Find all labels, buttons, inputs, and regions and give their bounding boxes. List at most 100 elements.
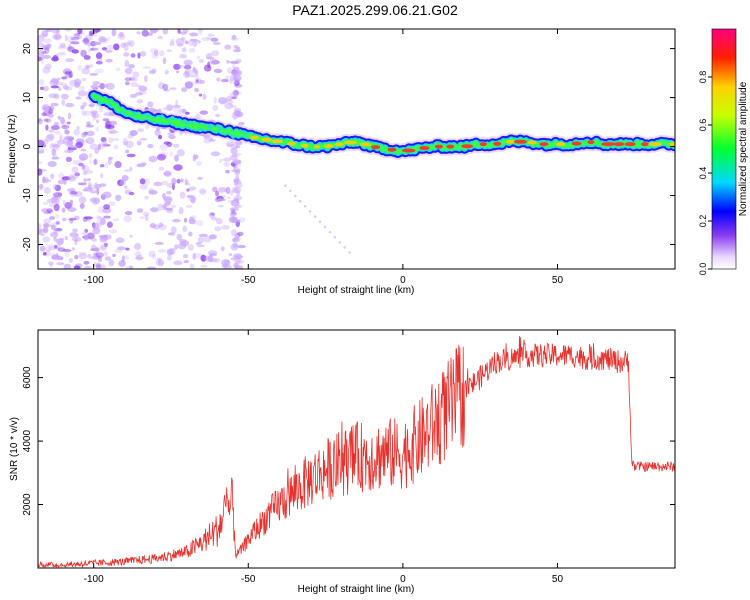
spectrogram-noise-blob xyxy=(238,121,245,126)
spectrogram-noise-blob xyxy=(212,41,221,46)
spectrogram-noise-blob xyxy=(118,260,126,267)
spectrogram-noise-blob xyxy=(92,227,101,235)
spectrogram-noise-blob xyxy=(216,77,221,82)
spectrogram-noise-blob xyxy=(62,199,66,205)
spectrogram-noise-blob xyxy=(64,29,72,32)
spectrogram-noise-blob xyxy=(134,251,142,258)
spectrogram-noise-blob xyxy=(50,85,60,89)
spectrogram-noise-blob xyxy=(78,251,87,256)
spectrogram-noise-blob xyxy=(185,40,188,45)
spectrogram-ridge-core xyxy=(401,148,416,153)
spectrogram-noise-blob xyxy=(225,75,230,83)
spectrogram-noise-blob xyxy=(100,235,109,241)
spectrogram-noise-blob xyxy=(155,258,161,266)
spectrogram-noise-blob xyxy=(83,55,91,60)
spectrogram-y-axis: -20 -10 0 10 20 xyxy=(22,43,675,252)
spectrogram-noise-blob xyxy=(64,250,70,258)
spectrogram-noise-blob xyxy=(166,190,172,195)
spectrogram-noise-blob xyxy=(69,199,73,205)
spectrogram-noise-blob xyxy=(43,224,52,228)
spectrogram-noise-blob xyxy=(47,209,54,214)
spectrogram-noise-blob xyxy=(68,43,72,51)
spectrogram-noise-blob xyxy=(136,140,142,146)
spectrogram-noise-blob xyxy=(139,184,148,190)
spectrogram-noise-blob xyxy=(82,170,88,176)
spectrogram-noise-blob xyxy=(89,47,99,51)
spectrogram-noise-blob xyxy=(139,137,148,141)
spectrogram-noise-blob xyxy=(203,64,212,72)
spectrogram-noise-blob xyxy=(85,124,94,128)
spectrogram-noise-blob xyxy=(44,249,51,257)
spectrogram-noise-blob xyxy=(63,177,67,185)
spectrogram-noise-blob xyxy=(196,55,201,60)
spectrogram-noise-blob xyxy=(42,66,51,74)
spectrogram-noise-blob xyxy=(96,187,100,195)
spectrogram-noise-blob xyxy=(154,129,161,136)
spectrogram-noise-blob xyxy=(123,140,128,146)
spectrogram-noise-blob xyxy=(148,155,158,163)
spectrogram-streak-dot xyxy=(294,194,297,198)
spectrogram-noise-blob xyxy=(72,173,79,179)
spectrogram-noise-blob xyxy=(83,37,90,45)
spectrogram-noise-blob xyxy=(138,90,147,95)
spectrogram-noise-blob xyxy=(80,49,87,58)
spectrogram-noise-blob xyxy=(108,229,118,234)
spectrogram-noise-blob xyxy=(228,252,233,257)
spectrogram-noise-blob xyxy=(184,178,188,185)
chart-title: PAZ1.2025.299.06.21.G02 xyxy=(292,2,458,18)
spectrogram-noise-blob xyxy=(230,143,238,150)
spectrogram-noise-blob xyxy=(183,217,188,223)
spectrogram-noise-blob xyxy=(38,229,43,235)
spectrogram-noise-blob xyxy=(123,215,132,223)
snr-panel: -100 -50 0 50 2000 4000 6000 Height of straig… xyxy=(9,329,676,595)
spectrogram-noise-blob xyxy=(78,253,88,260)
spectrogram-noise-blob xyxy=(231,187,239,193)
spectrogram-noise-blob xyxy=(166,104,174,112)
spectrogram-noise-blob xyxy=(199,110,209,115)
spectrogram-streak-dot xyxy=(343,246,347,249)
colorbar-tick-label: 0.8 xyxy=(698,71,708,84)
spectrogram-noise-blob xyxy=(198,233,208,238)
spectrogram-noise-blob xyxy=(186,204,193,208)
spectrogram-noise-blob xyxy=(58,172,65,180)
spectrogram-noise-blob xyxy=(174,244,179,250)
spectrogram-noise-blob xyxy=(125,81,130,86)
spectrogram-noise-blob xyxy=(224,103,234,110)
spectrogram-noise-blob xyxy=(55,252,59,258)
spectrogram-noise-blob xyxy=(88,153,93,158)
spectrogram-noise-blob xyxy=(163,196,173,204)
spectrogram-noise-blob xyxy=(135,254,144,261)
spectrogram-ridge-core xyxy=(539,142,549,147)
spectrogram-noise-blob xyxy=(94,68,104,74)
spectrogram-noise-blob xyxy=(206,56,215,60)
spectrogram-noise-blob xyxy=(218,97,228,104)
spectrogram-noise-blob xyxy=(53,192,63,198)
spectrogram-noise-blob xyxy=(94,158,98,165)
spectrogram-noise-blob xyxy=(69,191,78,198)
spectrogram-noise-blob xyxy=(136,31,141,35)
spectrogram-ridge-core xyxy=(387,147,397,152)
spectrogram-noise-blob xyxy=(56,262,65,266)
spectrogram-noise-blob xyxy=(92,115,97,121)
spectrogram-noise-blob xyxy=(176,149,185,157)
spectrogram-noise-blob xyxy=(226,67,232,74)
spectrogram-noise-blob xyxy=(71,237,78,242)
spectrogram-noise-blob xyxy=(69,191,78,195)
spectrogram-noise-blob xyxy=(43,218,52,225)
spectrogram-noise-blob xyxy=(86,178,92,182)
spectrogram-noise-blob xyxy=(73,33,81,39)
spectrogram-noise-blob xyxy=(87,42,91,48)
spectrogram-noise-blob xyxy=(123,41,132,46)
spectrogram-noise-blob xyxy=(229,92,239,98)
spectrogram-noise-blob xyxy=(204,255,212,262)
spectrogram-ridge-core xyxy=(493,141,502,146)
spectrogram-noise-blob xyxy=(232,63,236,70)
snr-x-axis: -100 -50 0 50 xyxy=(84,330,563,585)
spectrogram-noise-blob xyxy=(107,127,116,135)
spectrogram-noise-blob xyxy=(134,256,144,260)
spectrogram-noise-blob xyxy=(64,34,68,41)
spectrogram-noise-blob xyxy=(152,253,157,260)
spectrogram-noise-blob xyxy=(67,207,77,213)
